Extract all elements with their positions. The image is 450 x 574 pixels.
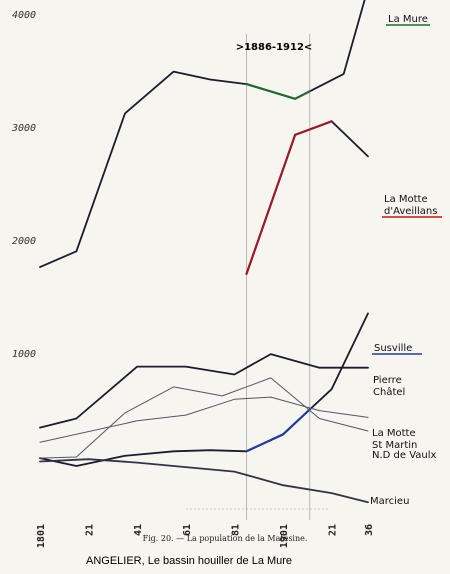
x-tick-label: 41 [133, 524, 144, 536]
y-tick-label: 2000 [12, 236, 36, 247]
series-label-3: Châtel [373, 386, 405, 398]
x-tick-label: 1801 [36, 524, 47, 548]
series-line-5 [39, 377, 369, 459]
series-label-6: Marcieu [370, 496, 409, 507]
x-tick-label: 21 [328, 524, 339, 536]
y-tick-label: 4000 [12, 10, 36, 21]
series-label-5: N.D de Vaulx [372, 450, 437, 461]
series-line-1 [245, 120, 369, 275]
series-label-0: La Mure [388, 14, 428, 25]
series-highlight-2 [245, 408, 311, 453]
x-tick-label: 21 [85, 524, 96, 536]
series-highlight-1 [245, 120, 333, 275]
period-lines [186, 34, 330, 520]
x-tick-label: 81 [230, 524, 241, 536]
series-line-4 [39, 396, 369, 443]
x-tick-label: 61 [182, 524, 193, 536]
axis-ticks: 1000 2000 3000 4000 1801 21 41 61 81 1901 21 36 [11, 10, 375, 548]
series-layer [39, 0, 369, 504]
series-label-3: Pierre [373, 375, 402, 386]
series-highlight-0 [245, 83, 311, 100]
series-label-4: St Martin [372, 440, 417, 451]
y-tick-label: 3000 [11, 123, 36, 134]
series-label-4: La Motte [372, 428, 416, 439]
x-tick-label: 1901 [279, 524, 290, 548]
series-line-2 [39, 312, 369, 467]
figure-caption: Fig. 20. — La population de la Matésine. [142, 534, 308, 543]
series-label-2: Susville [374, 343, 412, 354]
series-line-3 [39, 353, 369, 429]
x-tick-label: 36 [364, 524, 375, 536]
figure-credit: ANGELIER, Le bassin houiller de La Mure [86, 555, 293, 567]
y-tick-label: 1000 [12, 349, 36, 360]
series-label-1: La Motte [384, 194, 428, 205]
series-line-0 [39, 0, 366, 268]
series-line-6 [39, 458, 369, 504]
series-label-1: d'Aveillans [384, 206, 437, 217]
period-label: >1886-1912< [236, 42, 313, 53]
